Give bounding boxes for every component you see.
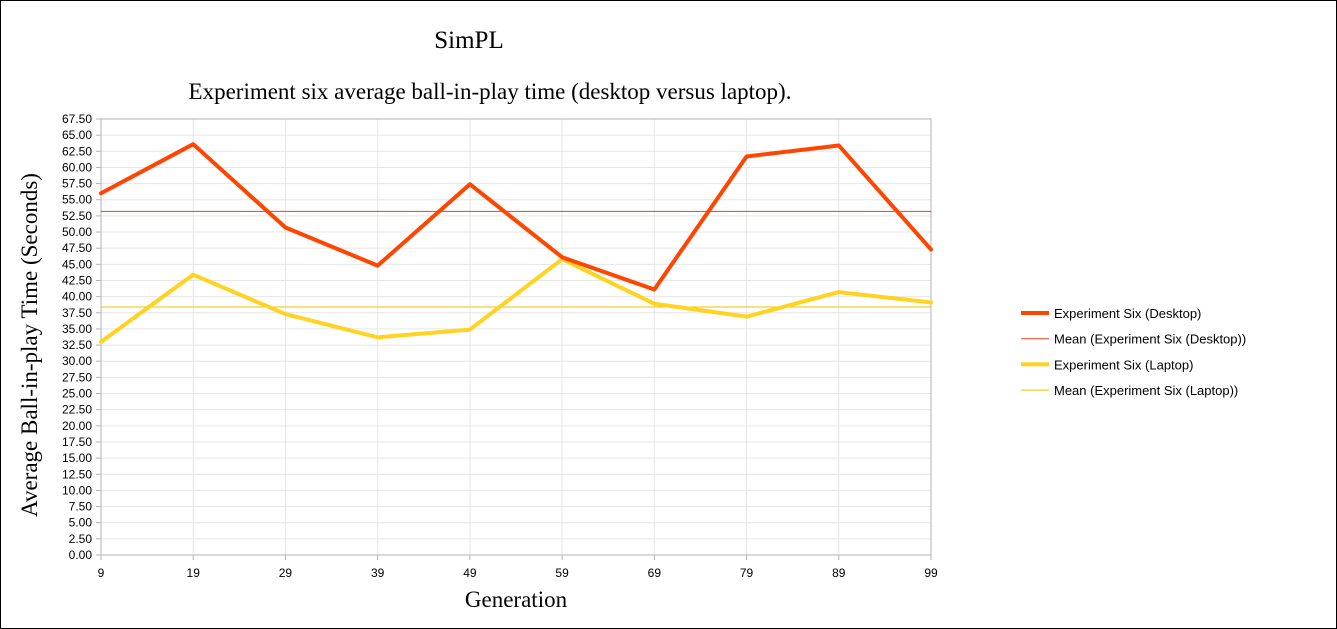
legend-label: Mean (Experiment Six (Desktop)): [1054, 332, 1246, 347]
y-tick-label: 25.00: [62, 387, 92, 401]
y-tick-label: 35.00: [62, 322, 92, 336]
x-tick-label: 89: [832, 566, 846, 580]
y-tick-label: 47.50: [62, 241, 92, 255]
x-tick-label: 39: [371, 566, 385, 580]
legend: Experiment Six (Desktop) Mean (Experiment…: [1021, 306, 1246, 398]
x-tick-label: 99: [924, 566, 938, 580]
y-tick-label: 7.50: [69, 500, 93, 514]
x-tick-label: 19: [187, 566, 201, 580]
plot-area-border: [100, 118, 932, 556]
gridlines: [100, 118, 932, 556]
y-tick-label: 45.00: [62, 257, 92, 271]
y-tick-label: 10.00: [62, 483, 92, 497]
x-tick-label: 69: [648, 566, 662, 580]
y-tick-label: 50.00: [62, 225, 92, 239]
y-tick-label: 60.00: [62, 160, 92, 174]
chart-subtitle: Experiment six average ball-in-play time…: [189, 79, 792, 104]
y-tick-label: 27.50: [62, 370, 92, 384]
y-tick-label: 5.00: [69, 516, 93, 530]
legend-label: Experiment Six (Laptop): [1054, 357, 1193, 372]
y-tick-label: 30.00: [62, 354, 92, 368]
x-tick-label: 9: [98, 566, 105, 580]
x-tick-label: 29: [279, 566, 293, 580]
y-tick-label: 40.00: [62, 290, 92, 304]
x-tick-label: 59: [555, 566, 569, 580]
y-tick-label: 42.50: [62, 273, 92, 287]
y-tick-label: 20.00: [62, 419, 92, 433]
x-tick-label: 79: [740, 566, 754, 580]
x-axis-title: Generation: [465, 587, 568, 612]
y-axis-title: Average Ball-in-play Time (Seconds): [17, 173, 42, 517]
y-tick-label: 15.00: [62, 451, 92, 465]
y-tick-label: 65.00: [62, 128, 92, 142]
legend-label: Mean (Experiment Six (Laptop)): [1054, 383, 1238, 398]
y-tick-label: 32.50: [62, 338, 92, 352]
axes: 0.00 2.50 5.00 7.50 10.00 12.50 15.00 17.50 20.0…: [62, 112, 938, 580]
y-tick-label: 17.50: [62, 435, 92, 449]
legend-label: Experiment Six (Desktop): [1054, 306, 1201, 321]
y-tick-label: 12.50: [62, 467, 92, 481]
y-tick-label: 67.50: [62, 112, 92, 126]
series-line-0: [99, 142, 933, 292]
y-tick-label: 62.50: [62, 144, 92, 158]
y-tick-label: 2.50: [69, 532, 93, 546]
y-tick-label: 52.50: [62, 209, 92, 223]
y-tick-label: 55.00: [62, 193, 92, 207]
y-tick-label: 22.50: [62, 403, 92, 417]
y-tick-label: 57.50: [62, 177, 92, 191]
x-tick-label: 49: [463, 566, 477, 580]
y-tick-label: 37.50: [62, 306, 92, 320]
series-line-2: [99, 257, 933, 344]
y-tick-label: 0.00: [69, 548, 93, 562]
chart-title: SimPL: [434, 27, 503, 54]
series-lines: [99, 142, 933, 344]
